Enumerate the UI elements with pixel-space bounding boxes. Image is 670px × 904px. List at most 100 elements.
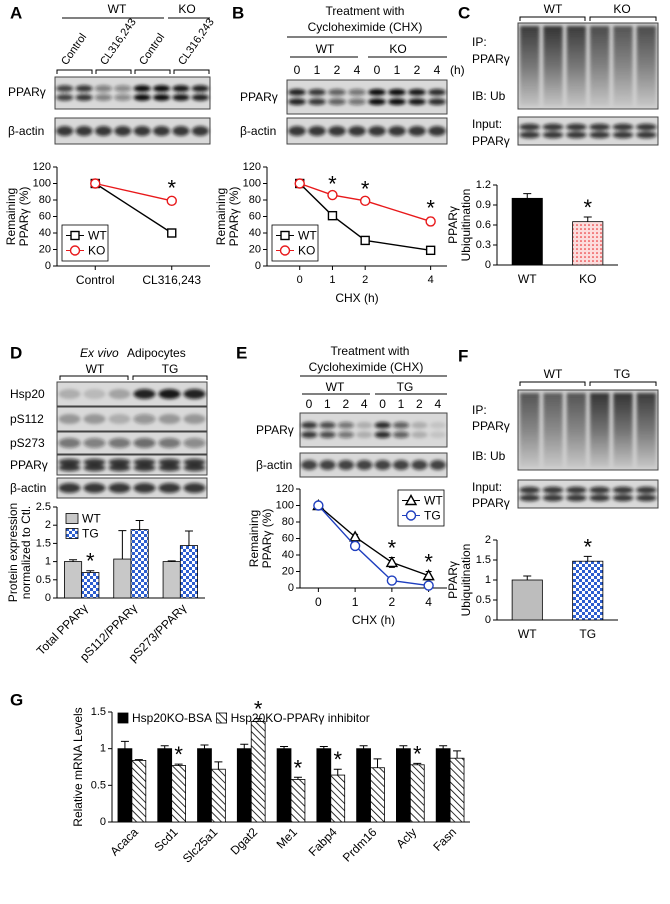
line — [299, 182, 431, 223]
legend-swatch — [65, 528, 79, 539]
y-tick-label: 0 — [100, 816, 106, 828]
lane-label: 1 — [398, 397, 405, 411]
band — [114, 85, 132, 92]
label: WT — [108, 2, 127, 16]
band — [114, 94, 132, 101]
smear-lane — [520, 393, 540, 467]
band — [183, 389, 206, 399]
bar — [211, 768, 226, 823]
x-tick-label: 2 — [389, 595, 396, 609]
band — [133, 126, 151, 136]
error-bar — [583, 216, 592, 222]
row-label: PPARγ — [472, 496, 510, 510]
y-tick-label: 80 — [39, 194, 51, 206]
significance-mark: * — [333, 747, 342, 772]
band — [288, 88, 306, 96]
smear-lane — [543, 393, 563, 467]
band — [356, 421, 373, 429]
bracket — [519, 16, 586, 21]
band — [75, 126, 93, 136]
bar — [157, 748, 173, 823]
y-tick-label: 1.2 — [476, 179, 491, 191]
band — [83, 414, 106, 424]
row-label: IP: — [472, 403, 487, 417]
band — [83, 458, 106, 466]
label: Treatment with — [331, 344, 410, 358]
error-bar — [118, 530, 127, 560]
band — [158, 414, 181, 424]
band — [392, 431, 410, 439]
error-bar — [184, 530, 193, 546]
error-bar — [319, 745, 328, 749]
band — [519, 123, 540, 131]
band — [83, 464, 106, 472]
blot — [56, 454, 208, 476]
y-tick-label: 80 — [282, 516, 294, 528]
x-tick-label: 1 — [329, 274, 335, 286]
marker — [386, 575, 398, 586]
row-label: β-actin — [256, 458, 292, 472]
label: Adipocytes — [127, 346, 186, 360]
band — [319, 421, 336, 429]
y-axis-label: Ubiquitination — [459, 544, 473, 617]
bar — [370, 767, 385, 823]
blot — [517, 479, 659, 509]
x-tick-label: TG — [579, 627, 596, 641]
band — [368, 126, 386, 136]
label: WT — [544, 367, 563, 381]
marker — [279, 245, 291, 256]
lane-label: 4 — [434, 63, 441, 77]
x-tick-label: KO — [579, 272, 596, 286]
legend-label: Hsp20KO-BSA — [132, 711, 212, 725]
band — [133, 464, 156, 472]
marker — [425, 245, 436, 256]
marker — [422, 569, 435, 581]
bar — [162, 561, 181, 599]
legend-frame — [397, 489, 445, 527]
label: Cycloheximide (CHX) — [308, 20, 423, 34]
significance-mark: * — [167, 176, 176, 201]
band — [58, 464, 81, 472]
row-label: β-actin — [10, 481, 46, 495]
bar — [409, 764, 425, 823]
blot-bands — [288, 88, 446, 106]
legend-label: WT — [82, 512, 101, 526]
error-bar — [399, 745, 408, 749]
blot-bands — [288, 126, 446, 136]
error-bar — [69, 559, 78, 562]
x-tick-label: Me1 — [274, 825, 301, 852]
band — [636, 123, 657, 131]
band — [191, 126, 209, 136]
panel-label: E — [236, 344, 247, 363]
line — [317, 505, 429, 587]
lane-label: 2 — [414, 63, 421, 77]
band — [301, 421, 318, 429]
band — [83, 389, 106, 399]
marker — [327, 210, 338, 221]
y-tick-label: 120 — [276, 483, 294, 495]
bracket — [134, 69, 171, 74]
marker — [327, 189, 338, 201]
error-bar — [134, 759, 143, 761]
bar — [179, 545, 198, 599]
blot — [56, 406, 208, 432]
bar — [290, 779, 306, 823]
band — [94, 94, 112, 101]
blot-bands — [301, 421, 446, 439]
band — [428, 98, 446, 106]
band — [108, 414, 131, 424]
lane-label: Control — [59, 32, 89, 68]
band — [153, 85, 171, 92]
label: TG — [162, 362, 179, 376]
band — [133, 458, 156, 466]
smear-lane — [520, 26, 540, 106]
band — [337, 460, 355, 470]
band — [589, 486, 610, 494]
y-tick-label: 40 — [39, 227, 51, 239]
line — [95, 182, 172, 202]
y-tick-label: 100 — [276, 500, 294, 512]
row-label: β-actin — [240, 124, 276, 138]
x-tick-label: WT — [518, 272, 537, 286]
error-bar — [359, 745, 368, 749]
band — [56, 126, 74, 136]
